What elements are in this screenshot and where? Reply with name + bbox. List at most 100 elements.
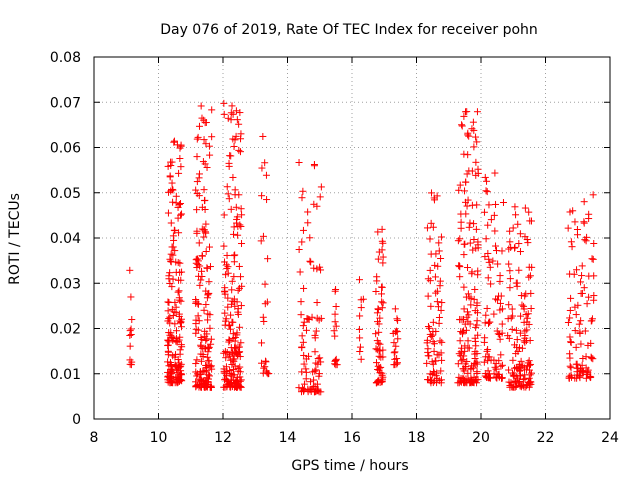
- data-point: [372, 330, 380, 338]
- data-point: [566, 350, 574, 358]
- data-point: [223, 265, 231, 273]
- data-point: [203, 264, 211, 272]
- data-point: [526, 217, 534, 225]
- data-point: [394, 335, 402, 343]
- data-point: [331, 332, 339, 340]
- data-point: [435, 313, 443, 321]
- data-point: [515, 240, 523, 248]
- data-point: [582, 364, 590, 372]
- data-point: [516, 230, 524, 238]
- data-point: [224, 190, 232, 198]
- data-point: [426, 277, 434, 285]
- data-point: [203, 366, 211, 374]
- data-point: [204, 375, 212, 383]
- data-point: [332, 303, 340, 311]
- data-point: [205, 289, 213, 297]
- chart-title: Day 076 of 2019, Rate Of TEC Index for r…: [160, 22, 538, 38]
- data-point: [456, 263, 464, 271]
- data-point: [469, 246, 477, 254]
- data-point: [164, 358, 172, 366]
- data-point: [481, 319, 489, 327]
- data-point: [566, 208, 574, 216]
- data-point: [512, 378, 520, 386]
- data-point: [508, 305, 516, 313]
- data-point: [198, 252, 206, 260]
- data-point: [193, 356, 201, 364]
- data-point: [489, 257, 497, 265]
- data-point: [231, 251, 239, 259]
- data-point: [585, 272, 593, 280]
- data-point: [455, 350, 463, 358]
- data-point: [257, 237, 265, 245]
- data-point: [177, 211, 185, 219]
- data-point: [526, 371, 534, 379]
- data-point: [172, 303, 180, 311]
- data-point: [505, 301, 513, 309]
- data-point: [481, 372, 489, 380]
- data-point: [426, 235, 434, 243]
- data-point: [376, 340, 384, 348]
- data-point: [515, 266, 523, 274]
- data-point: [460, 305, 468, 313]
- data-point: [471, 354, 479, 362]
- data-point: [436, 277, 444, 285]
- data-point: [231, 191, 239, 199]
- data-point: [454, 237, 462, 245]
- data-point: [192, 329, 200, 337]
- data-point: [299, 322, 307, 330]
- data-point: [311, 367, 319, 375]
- data-point: [496, 299, 504, 307]
- data-point: [574, 301, 582, 309]
- data-point: [198, 267, 206, 275]
- data-point: [471, 307, 479, 315]
- data-point: [481, 173, 489, 181]
- data-point: [578, 272, 586, 280]
- y-tick-label: 0: [72, 412, 81, 428]
- data-point: [261, 363, 269, 371]
- data-point: [474, 331, 482, 339]
- data-point: [227, 376, 235, 384]
- data-point: [516, 366, 524, 374]
- data-point: [201, 344, 209, 352]
- data-point: [173, 368, 181, 376]
- data-point: [197, 102, 205, 110]
- data-point: [473, 360, 481, 368]
- data-point: [576, 372, 584, 380]
- data-point: [480, 358, 488, 366]
- data-point: [524, 239, 532, 247]
- data-point: [434, 262, 442, 270]
- data-point: [521, 292, 529, 300]
- data-point: [172, 192, 180, 200]
- data-point: [509, 224, 517, 232]
- data-point: [164, 341, 172, 349]
- data-point: [175, 359, 183, 367]
- data-point: [470, 126, 478, 134]
- data-point: [232, 380, 240, 388]
- data-point: [356, 343, 364, 351]
- data-point: [295, 384, 303, 392]
- data-point: [314, 355, 322, 363]
- data-point: [464, 318, 472, 326]
- data-point: [424, 292, 432, 300]
- data-point: [470, 378, 478, 386]
- data-point: [313, 265, 321, 273]
- data-point: [192, 382, 200, 390]
- data-point: [236, 148, 244, 156]
- data-point: [195, 376, 203, 384]
- data-point: [313, 380, 321, 388]
- data-point: [262, 171, 270, 179]
- data-point: [166, 173, 174, 181]
- data-point: [298, 332, 306, 340]
- data-point: [468, 268, 476, 276]
- data-point: [203, 294, 211, 302]
- x-tick-label: 20: [472, 430, 490, 446]
- data-point: [297, 298, 305, 306]
- data-point: [373, 273, 381, 281]
- data-point: [192, 186, 200, 194]
- data-point: [202, 301, 210, 309]
- data-point: [307, 258, 315, 266]
- data-point: [225, 159, 233, 167]
- data-point: [166, 269, 174, 277]
- data-point: [193, 153, 201, 161]
